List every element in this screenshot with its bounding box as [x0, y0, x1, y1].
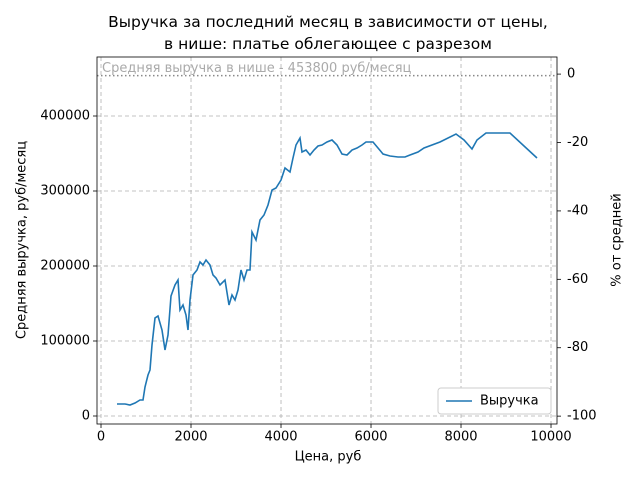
y-tick-label: 100000	[40, 333, 90, 348]
annotation: Средняя выручка в нише - 453800 руб/меся…	[102, 61, 412, 76]
y2-tick-label: -40	[567, 203, 588, 218]
y-tick-label: 400000	[40, 109, 90, 124]
line-series	[117, 132, 538, 406]
y2-tick-label: -80	[567, 340, 588, 355]
x-tick-label: 2000	[174, 430, 207, 445]
y2-axis-label: % от средней	[610, 193, 625, 286]
legend-label: Выручка	[480, 394, 539, 409]
plot-frame	[96, 56, 558, 425]
y2-tick-label: -100	[567, 409, 597, 424]
y2-tick-label: -60	[567, 272, 588, 287]
y-axis-label: Средняя выручка, руб/месяц	[15, 141, 30, 339]
y2-tick-label: 0	[567, 67, 575, 82]
x-tick-label: 8000	[444, 430, 477, 445]
y-tick-label: 300000	[40, 184, 90, 199]
y2-tick-label: -20	[567, 135, 588, 150]
chart-title: Выручка за последний месяц в зависимости…	[108, 13, 548, 53]
y-tick-label: 0	[82, 408, 90, 423]
x-tick-label: 10000	[530, 430, 571, 445]
y-tick-label: 200000	[40, 258, 90, 273]
x-tick-label: 6000	[354, 430, 387, 445]
x-tick-label: 0	[97, 430, 105, 445]
x-tick-label: 4000	[264, 430, 297, 445]
legend-box	[437, 387, 552, 415]
x-axis-label: Цена, руб	[295, 450, 362, 465]
